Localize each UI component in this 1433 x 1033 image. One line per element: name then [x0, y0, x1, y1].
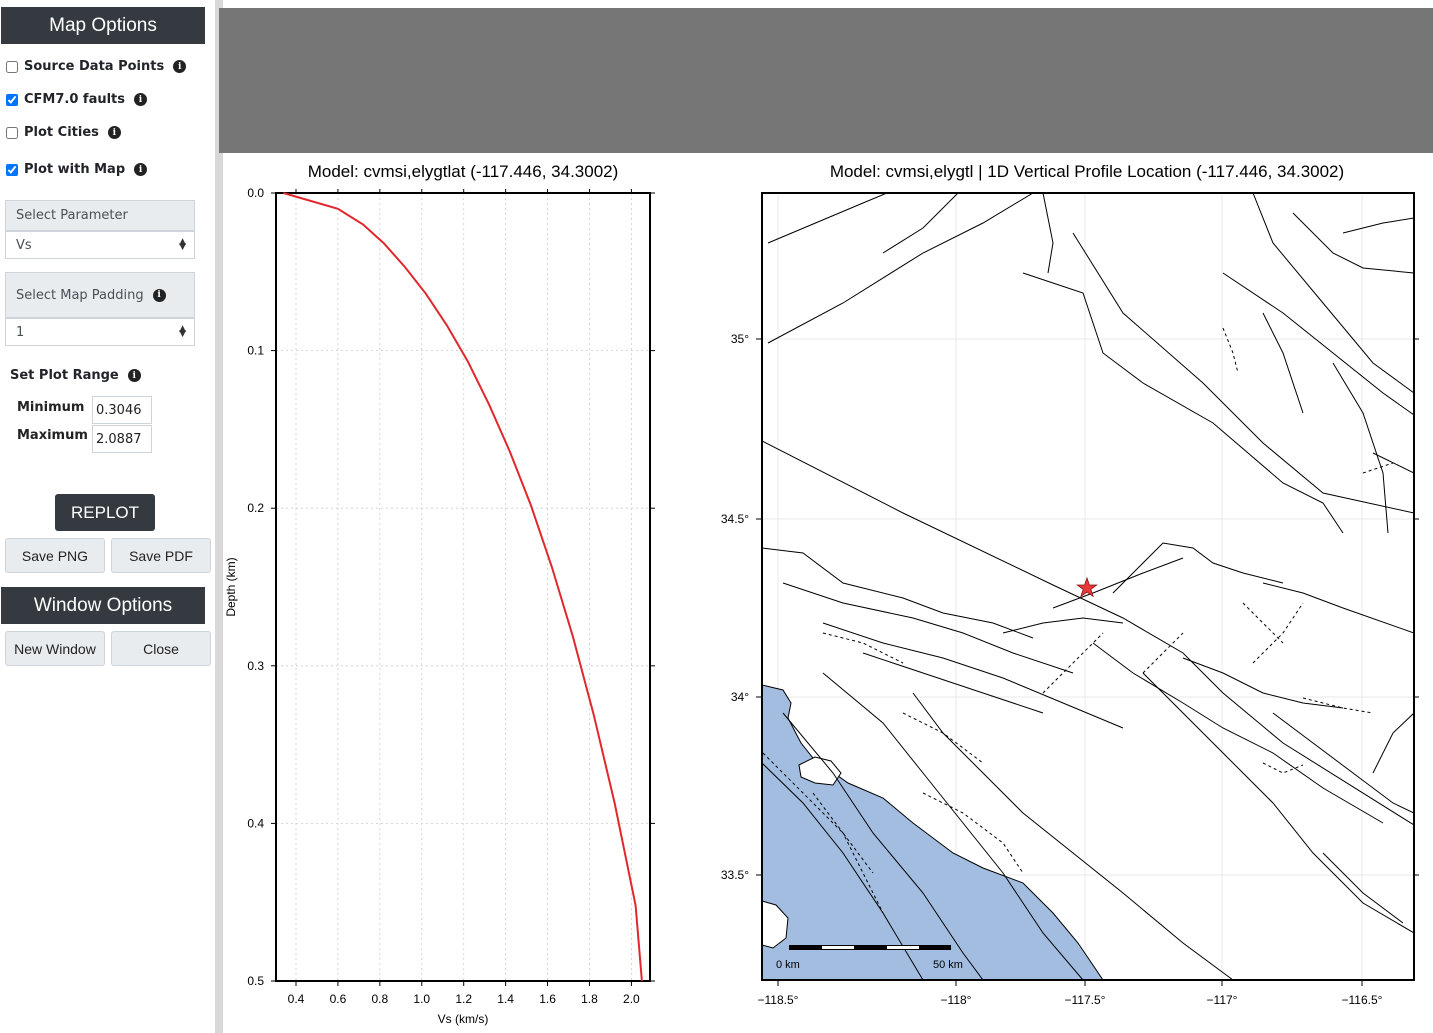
lat-tick-label: 33.5°	[721, 868, 749, 882]
set-plot-range-label: Set Plot Range	[10, 368, 119, 383]
profile-location-star	[1076, 576, 1098, 598]
select-parameter-label-box: Select Parameter	[5, 200, 195, 231]
x-tick-label: 0.8	[372, 992, 389, 1006]
new-window-button[interactable]: New Window	[5, 631, 105, 666]
plot-cities-checkbox[interactable]	[6, 126, 18, 139]
dashed-fault-lines	[762, 327, 1394, 914]
x-tick-label: 2.0	[623, 992, 640, 1006]
profile-xlabel: Vs (km/s)	[438, 1012, 489, 1026]
x-tick-label: 1.8	[581, 992, 598, 1006]
close-button[interactable]: Close	[111, 631, 211, 666]
lat-tick-label: 35°	[731, 332, 749, 346]
lat-tick-label: 34°	[731, 690, 749, 704]
plot-area: Model: cvmsi,elygtlat (-117.446, 34.3002…	[223, 153, 1433, 1033]
replot-label: REPLOT	[70, 502, 140, 522]
minimum-label: Minimum	[17, 400, 85, 415]
select-map-padding-value: 1	[16, 324, 25, 340]
fault-map: Model: cvmsi,elygtl | 1D Vertical Profil…	[721, 162, 1419, 1007]
lat-tick-label: 34.5°	[721, 512, 749, 526]
profile-title: Model: cvmsi,elygtlat (-117.446, 34.3002…	[308, 162, 619, 181]
lon-tick-label: −116.5°	[1342, 993, 1383, 1007]
save-png-label: Save PNG	[21, 547, 89, 564]
minimum-input[interactable]	[92, 396, 152, 424]
vertical-profile-chart: Model: cvmsi,elygtlat (-117.446, 34.3002…	[224, 162, 655, 1026]
select-parameter-value: Vs	[16, 237, 32, 253]
info-icon[interactable]: i	[152, 288, 166, 302]
option-source-data-points[interactable]: Source Data Points i	[6, 59, 187, 74]
plot-cities-label: Plot Cities	[24, 125, 99, 140]
save-pdf-label: Save PDF	[129, 547, 193, 564]
y-tick-label: 0.1	[247, 344, 264, 358]
scale-bar: 0 km 50 km	[776, 945, 963, 971]
map-options-header: Map Options	[1, 7, 205, 44]
island	[762, 900, 789, 949]
map-content: 0 km 50 km	[762, 193, 1414, 980]
select-parameter-dropdown[interactable]: Vs ▲ ▼	[5, 231, 195, 259]
lon-tick-label: −118.5°	[758, 993, 799, 1007]
info-icon[interactable]: i	[127, 369, 141, 382]
x-tick-label: 0.4	[288, 992, 305, 1006]
scale-bar-start-label: 0 km	[776, 959, 800, 971]
panel-divider[interactable]	[215, 0, 223, 1033]
y-tick-label: 0.5	[247, 974, 264, 988]
select-map-padding-label: Select Map Padding	[16, 287, 144, 303]
top-banner	[219, 8, 1433, 153]
lon-tick-label: −118°	[941, 993, 972, 1007]
profile-ylabel: Depth (km)	[224, 557, 238, 616]
map-frame	[761, 192, 1415, 981]
map-options-title: Map Options	[49, 14, 157, 36]
x-tick-label: 1.2	[455, 992, 472, 1006]
maximum-input[interactable]	[92, 425, 152, 453]
info-icon[interactable]: i	[173, 60, 187, 73]
ocean-area	[762, 684, 1104, 980]
plot-with-map-checkbox[interactable]	[6, 163, 18, 176]
set-plot-range-heading: Set Plot Range i	[10, 368, 141, 383]
save-png-button[interactable]: Save PNG	[5, 538, 105, 573]
profile-ticks: 0.4 0.6 0.8 1.0 1.2 1.4 1.6 1.8 2.0 0.0 0.1 0.2 0.3 0…	[247, 186, 655, 1006]
cfm-faults-label: CFM7.0 faults	[24, 92, 126, 107]
save-pdf-button[interactable]: Save PDF	[111, 538, 211, 573]
fault-lines	[762, 193, 1414, 980]
replot-button[interactable]: REPLOT	[55, 494, 155, 531]
plot-svg: Model: cvmsi,elygtlat (-117.446, 34.3002…	[224, 162, 1419, 1026]
map-graticule	[762, 193, 1414, 980]
cfm-faults-checkbox[interactable]	[6, 93, 18, 106]
x-tick-label: 1.6	[539, 992, 556, 1006]
profile-grid	[276, 192, 650, 982]
option-plot-cities[interactable]: Plot Cities i	[6, 125, 121, 140]
info-icon[interactable]: i	[134, 163, 148, 176]
y-tick-label: 0.4	[247, 816, 264, 830]
option-cfm-faults[interactable]: CFM7.0 faults i	[6, 92, 148, 107]
option-plot-with-map[interactable]: Plot with Map i	[6, 162, 148, 177]
lon-tick-label: −117.5°	[1065, 993, 1106, 1007]
x-tick-label: 1.4	[497, 992, 514, 1006]
x-tick-label: 1.0	[413, 992, 430, 1006]
profile-frame	[275, 192, 651, 982]
select-map-padding-dropdown[interactable]: 1 ▲ ▼	[5, 318, 195, 346]
profile-series-line	[283, 192, 643, 982]
select-map-padding-label-box: Select Map Padding i	[5, 272, 195, 318]
map-ticks: −118.5° −118° −117.5° −117° −116.5° 35° 34.5° 3…	[721, 332, 1419, 1007]
y-tick-label: 0.3	[247, 659, 264, 673]
source-data-points-label: Source Data Points	[24, 59, 165, 74]
new-window-label: New Window	[14, 640, 96, 657]
select-caret-icon: ▲ ▼	[179, 237, 186, 252]
window-options-header: Window Options	[1, 587, 205, 624]
close-label: Close	[143, 640, 179, 657]
info-icon[interactable]: i	[134, 93, 148, 106]
maximum-label: Maximum	[17, 428, 88, 443]
plot-with-map-label: Plot with Map	[24, 162, 126, 177]
y-tick-label: 0.0	[247, 186, 264, 200]
select-parameter-label: Select Parameter	[16, 208, 128, 223]
sidebar: Map Options Source Data Points i CFM7.0 …	[0, 0, 214, 1033]
lon-tick-label: −117°	[1207, 993, 1238, 1007]
info-icon[interactable]: i	[107, 126, 121, 139]
source-data-points-checkbox[interactable]	[6, 60, 18, 73]
select-caret-icon: ▲ ▼	[179, 324, 186, 339]
scale-bar-end-label: 50 km	[933, 959, 963, 971]
map-title: Model: cvmsi,elygtl | 1D Vertical Profil…	[830, 162, 1344, 181]
y-tick-label: 0.2	[247, 501, 264, 515]
window-options-title: Window Options	[33, 594, 173, 616]
x-tick-label: 0.6	[330, 992, 347, 1006]
